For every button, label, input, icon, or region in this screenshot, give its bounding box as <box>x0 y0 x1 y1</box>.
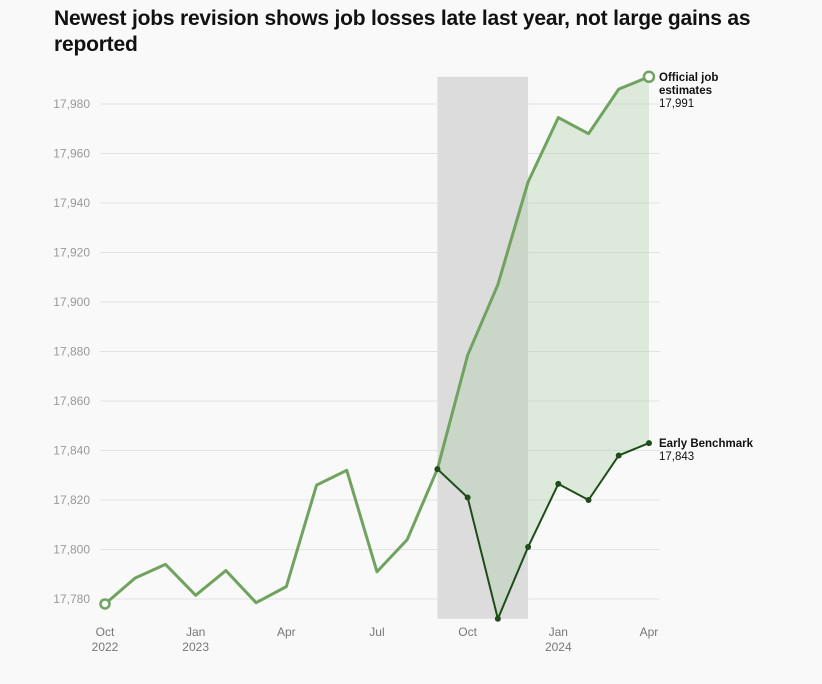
x-tick-label: Oct <box>96 625 115 639</box>
benchmark-end-value: 17,843 <box>659 451 694 463</box>
benchmark-point <box>585 497 592 503</box>
series-line-benchmark <box>436 442 650 620</box>
y-tick-label: 17,880 <box>53 345 90 359</box>
y-tick-label: 17,980 <box>53 97 90 111</box>
official-label: Official job estimates <box>659 72 718 97</box>
benchmark-point <box>525 544 532 551</box>
official-end-value: 17,991 <box>659 98 694 110</box>
x-tick-label: Oct <box>458 625 477 639</box>
x-tick-label: Jan <box>186 625 205 639</box>
benchmark-point <box>615 452 622 459</box>
series-line-official <box>104 75 650 606</box>
official-end-marker <box>642 70 656 84</box>
x-tick-year: 2024 <box>545 640 572 654</box>
y-tick-label: 17,840 <box>53 444 90 458</box>
benchmark-point <box>434 466 441 473</box>
chart-title: Newest jobs revision shows job losses la… <box>54 7 751 56</box>
y-tick-label: 17,960 <box>53 147 90 161</box>
benchmark-point <box>494 615 501 622</box>
benchmark-label: Early Benchmark <box>659 438 754 450</box>
y-tick-label: 17,900 <box>53 295 90 309</box>
official-start-marker <box>99 598 111 610</box>
y-tick-label: 17,780 <box>53 592 90 606</box>
y-tick-label: 17,820 <box>53 493 90 507</box>
benchmark-point <box>464 494 471 501</box>
x-tick-label: Jul <box>369 625 384 639</box>
benchmark-point <box>555 480 562 487</box>
y-tick-label: 17,860 <box>53 394 90 408</box>
x-tick-label: Apr <box>277 625 296 639</box>
y-tick-label: 17,800 <box>53 543 90 557</box>
x-tick-label: Jan <box>549 625 568 639</box>
x-tick-year: 2022 <box>92 640 119 654</box>
y-tick-label: 17,940 <box>53 196 90 210</box>
y-tick-label: 17,920 <box>53 246 90 260</box>
shaded-period <box>437 76 529 619</box>
gap-area <box>437 76 649 619</box>
x-tick-year: 2023 <box>182 640 209 654</box>
x-tick-label: Apr <box>640 625 659 639</box>
benchmark-point <box>645 440 652 447</box>
